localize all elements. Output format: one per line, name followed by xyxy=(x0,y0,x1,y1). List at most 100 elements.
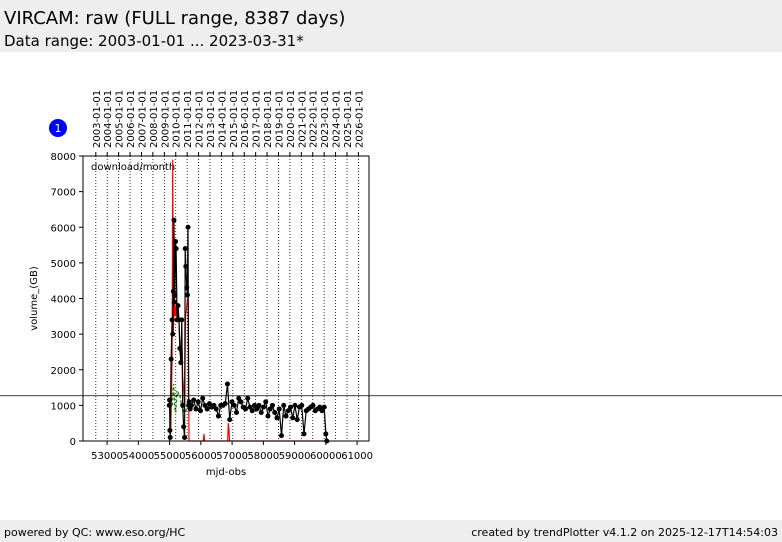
data-point xyxy=(301,431,307,437)
data-point xyxy=(238,399,244,405)
data-point xyxy=(185,224,191,230)
y-tick-label: 6000 xyxy=(51,223,76,234)
data-point xyxy=(285,408,291,414)
x-axis-label: mjd-obs xyxy=(206,467,246,478)
data-point xyxy=(206,401,212,407)
plot-frame xyxy=(82,155,370,442)
top-tick-label: 2021-01-01 xyxy=(297,90,308,148)
data-point xyxy=(166,402,172,408)
data-point xyxy=(167,427,173,433)
data-point xyxy=(242,406,248,412)
top-tick-label: 2006-01-01 xyxy=(126,90,137,148)
x-tick-label: 58000 xyxy=(247,451,279,462)
badge-label: 1 xyxy=(55,122,62,135)
data-point xyxy=(173,246,179,252)
footer-band xyxy=(0,520,782,542)
data-point xyxy=(292,402,298,408)
top-tick-label: 2025-01-01 xyxy=(343,90,354,148)
top-tick-label: 2011-01-01 xyxy=(183,90,194,148)
top-tick-label: 2018-01-01 xyxy=(263,90,274,148)
data-point xyxy=(263,399,269,405)
data-point xyxy=(167,397,173,403)
top-tick-label: 2020-01-01 xyxy=(286,90,297,148)
annotation: download/month xyxy=(91,162,175,173)
data-point xyxy=(177,345,183,351)
data-point xyxy=(274,415,280,421)
data-point xyxy=(247,404,253,410)
y-tick-label: 3000 xyxy=(51,330,76,341)
series-line xyxy=(171,383,189,414)
data-point xyxy=(169,317,175,323)
data-point xyxy=(299,402,305,408)
top-tick-label: 2022-01-01 xyxy=(309,90,320,148)
data-point xyxy=(269,402,275,408)
x-tick-label: 54000 xyxy=(122,451,154,462)
data-point xyxy=(260,404,266,410)
top-tick-label: 2009-01-01 xyxy=(160,90,171,148)
y-tick-label: 1000 xyxy=(51,401,76,412)
data-point xyxy=(233,410,239,415)
data-point xyxy=(317,404,323,410)
top-tick-label: 2013-01-01 xyxy=(206,90,217,148)
data-point xyxy=(231,402,237,408)
data-point xyxy=(179,317,185,323)
top-tick-label: 2015-01-01 xyxy=(229,90,240,148)
top-tick-label: 2017-01-01 xyxy=(252,90,263,148)
data-point xyxy=(215,413,221,419)
top-tick-label: 2005-01-01 xyxy=(115,90,126,148)
data-point xyxy=(321,404,327,410)
data-point xyxy=(265,413,271,419)
y-tick-label: 8000 xyxy=(51,152,76,163)
x-tick-label: 61000 xyxy=(341,451,373,462)
data-point xyxy=(254,406,260,412)
plot: 2003-01-01 2004-01-01 2005-01-01 2006-01-01… xyxy=(0,90,782,478)
data-point xyxy=(171,217,177,223)
header-band xyxy=(0,0,782,52)
data-point xyxy=(181,424,187,430)
data-point xyxy=(182,246,188,252)
top-tick-label: 2026-01-01 xyxy=(354,90,365,148)
data-point xyxy=(281,402,287,408)
data-point xyxy=(276,406,282,412)
page-subtitle: Data range: 2003-01-01 ... 2023-03-31* xyxy=(4,32,304,50)
data-point xyxy=(191,397,197,403)
data-point xyxy=(168,356,174,362)
data-point xyxy=(175,303,181,309)
data-point xyxy=(245,395,251,401)
data-point xyxy=(197,408,203,414)
data-point xyxy=(272,410,278,415)
page-title: VIRCAM: raw (FULL range, 8387 days) xyxy=(4,8,345,29)
badge xyxy=(49,119,67,137)
data-point xyxy=(222,401,228,407)
data-point xyxy=(236,395,242,401)
top-tick-label: 2010-01-01 xyxy=(172,90,183,148)
footer-right: created by trendPlotter v4.1.2 on 2025-1… xyxy=(471,526,778,539)
y-tick-label: 0 xyxy=(70,437,76,448)
y-axis-label: volume_(GB) xyxy=(29,266,40,331)
data-point xyxy=(224,381,230,387)
data-point xyxy=(167,434,173,440)
data-point xyxy=(184,292,190,298)
data-point xyxy=(319,408,325,414)
top-tick-label: 2024-01-01 xyxy=(332,90,343,148)
data-point xyxy=(256,402,262,408)
top-tick-label: 2004-01-01 xyxy=(103,90,114,148)
data-point xyxy=(249,408,255,414)
data-point xyxy=(172,292,178,298)
x-tick-label: 60000 xyxy=(310,451,342,462)
data-point xyxy=(200,395,206,401)
data-point xyxy=(310,402,316,408)
footer-left: powered by QC: www.eso.org/HC xyxy=(4,526,186,539)
data-point xyxy=(258,410,264,415)
x-tick-label: 56000 xyxy=(185,451,217,462)
data-point xyxy=(290,415,296,421)
data-point xyxy=(180,402,186,408)
data-point xyxy=(278,433,284,439)
x-tick-label: 55000 xyxy=(154,451,186,462)
top-tick-label: 2008-01-01 xyxy=(149,90,160,148)
data-point xyxy=(213,406,219,412)
y-tick-label: 4000 xyxy=(51,295,76,306)
data-point xyxy=(211,402,217,408)
data-point xyxy=(193,406,199,412)
